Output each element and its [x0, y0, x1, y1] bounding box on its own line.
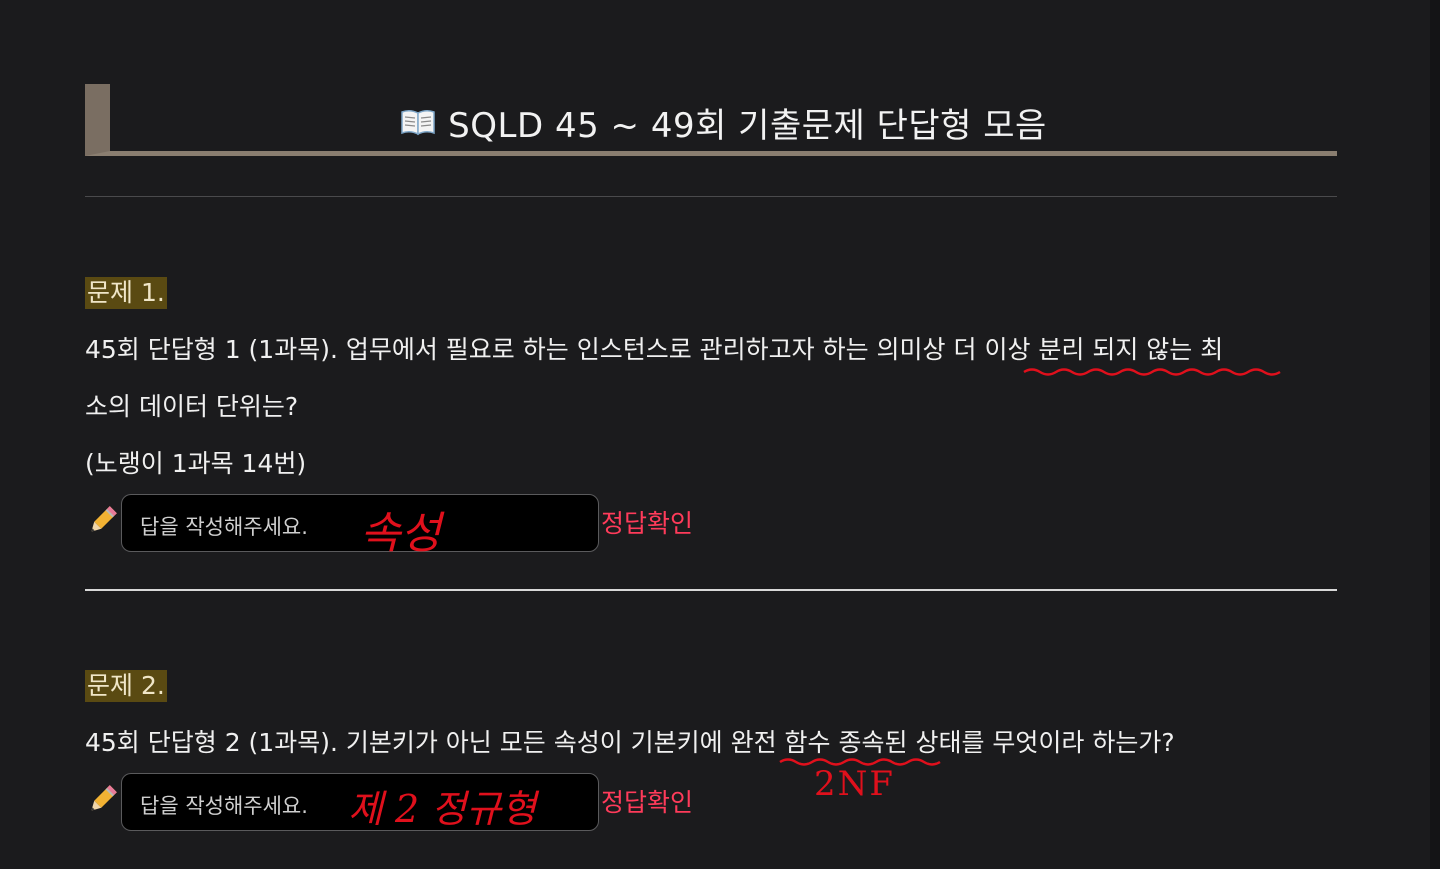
handwritten-answer: 속성	[360, 508, 441, 559]
squiggle-underline	[1023, 368, 1281, 376]
answer-input[interactable]: 답을 작성해주세요. 제 2 정규형	[121, 773, 599, 831]
check-answer-link[interactable]: 정답확인	[601, 509, 694, 538]
answer-input[interactable]: 답을 작성해주세요. 속성	[121, 494, 599, 559]
divider	[85, 589, 1337, 591]
handwritten-answer: 제 2 정규형	[348, 787, 537, 831]
handwritten-note: 2NF	[814, 764, 895, 804]
pencil-icon	[91, 785, 117, 811]
question-label: 문제 2.	[85, 670, 167, 702]
answer-row: 답을 작성해주세요. 제 2 정규형 정답확인	[85, 773, 725, 833]
question-text-line: 45회 단답형 2 (1과목). 기본키가 아닌 모든 속성이 기본키에 완전 …	[85, 728, 1175, 757]
page-title-row: SQLD 45 ~ 49회 기출문제 단답형 모음	[110, 98, 1337, 147]
page-title: SQLD 45 ~ 49회 기출문제 단답형 모음	[448, 106, 1047, 146]
question-source: (노랭이 1과목 14번)	[85, 449, 307, 478]
divider	[85, 196, 1337, 197]
answer-placeholder: 답을 작성해주세요.	[140, 515, 308, 539]
question-text-line: 45회 단답형 1 (1과목). 업무에서 필요로 하는 인스턴스로 관리하고자…	[85, 335, 1224, 364]
title-block: SQLD 45 ~ 49회 기출문제 단답형 모음	[85, 84, 1337, 156]
book-icon	[400, 105, 436, 145]
question-label: 문제 1.	[85, 277, 167, 309]
answer-placeholder: 답을 작성해주세요.	[140, 794, 308, 818]
scrollbar-track[interactable]	[1430, 0, 1440, 869]
question-text-line: 소의 데이터 단위는?	[85, 392, 299, 421]
pencil-icon	[91, 506, 117, 532]
check-answer-link[interactable]: 정답확인	[601, 788, 694, 817]
answer-row: 답을 작성해주세요. 속성 정답확인	[85, 494, 725, 559]
